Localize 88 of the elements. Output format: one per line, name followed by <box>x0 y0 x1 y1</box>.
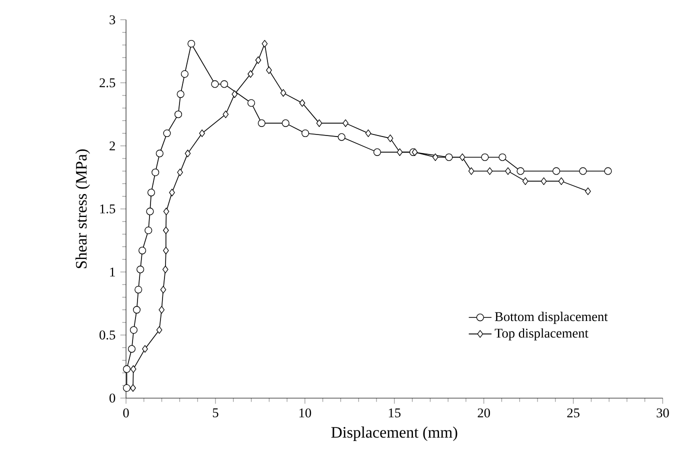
y-tick-label: 2.5 <box>100 78 116 88</box>
point <box>604 167 612 175</box>
point <box>516 167 524 175</box>
point <box>505 167 511 175</box>
point <box>248 70 254 78</box>
point <box>160 286 166 294</box>
point <box>552 167 560 175</box>
point <box>163 226 169 234</box>
point <box>387 134 394 142</box>
y-tick-label: 0.5 <box>100 330 116 340</box>
point <box>540 177 547 185</box>
point <box>585 187 591 196</box>
point <box>558 177 564 185</box>
point <box>176 90 184 98</box>
x-tick-label: 30 <box>656 408 669 418</box>
point <box>486 167 493 175</box>
point <box>199 129 205 138</box>
point <box>180 70 188 78</box>
x-axis-title: Displacement (mm) <box>331 426 458 441</box>
point <box>163 246 169 254</box>
point <box>258 119 266 127</box>
point <box>222 110 229 118</box>
point <box>396 148 403 156</box>
y-tick-label: 3 <box>110 15 116 24</box>
point <box>262 40 268 48</box>
y-tick-label: 2 <box>110 141 115 150</box>
x-tick-label: 15 <box>388 408 401 418</box>
point <box>188 40 196 48</box>
x-tick-label: 5 <box>212 408 218 418</box>
legend-label: Bottom displacement <box>494 312 608 324</box>
point <box>134 286 142 294</box>
point <box>156 150 164 158</box>
point <box>432 153 438 161</box>
point <box>445 153 453 161</box>
point <box>163 129 171 138</box>
point <box>579 167 587 175</box>
point <box>156 326 162 334</box>
point <box>220 80 228 88</box>
point <box>122 365 131 373</box>
point <box>138 246 146 254</box>
point <box>412 148 418 156</box>
point <box>132 306 141 314</box>
x-tick-label: 25 <box>567 408 580 418</box>
point <box>174 110 182 118</box>
y-tick-label: 0 <box>110 394 116 403</box>
point <box>122 384 131 392</box>
point <box>468 167 474 175</box>
point <box>282 119 290 127</box>
point <box>163 208 170 216</box>
point <box>144 226 152 234</box>
point <box>247 99 256 107</box>
x-tick-label: 0 <box>123 408 129 418</box>
point <box>459 153 466 161</box>
point <box>342 119 348 127</box>
x-tick-label: 20 <box>478 408 490 418</box>
point <box>338 133 346 141</box>
point <box>365 129 372 138</box>
point <box>184 150 191 158</box>
point <box>316 119 322 127</box>
point <box>255 56 262 64</box>
y-tick-label: 1 <box>110 268 115 276</box>
point <box>522 177 528 185</box>
point <box>299 99 306 107</box>
point <box>177 168 183 176</box>
point <box>232 90 238 98</box>
point <box>280 89 286 97</box>
point <box>158 306 165 314</box>
y-tick-label: 1.5 <box>100 204 116 214</box>
point <box>152 168 160 176</box>
point <box>130 326 138 334</box>
point <box>169 188 175 196</box>
point <box>302 129 310 138</box>
point <box>373 148 382 156</box>
point <box>162 266 168 274</box>
point <box>481 153 489 161</box>
point <box>147 188 156 196</box>
point <box>146 208 154 216</box>
point <box>142 345 148 353</box>
point <box>130 365 136 373</box>
point <box>211 80 219 88</box>
y-axis-title: Shear stress (MPa) <box>75 149 90 268</box>
legend-label: Top displacement <box>494 328 588 340</box>
point <box>498 153 506 161</box>
point <box>128 345 136 353</box>
point <box>136 266 144 274</box>
point <box>130 384 136 392</box>
point <box>266 66 272 74</box>
x-tick-label: 10 <box>299 408 312 418</box>
